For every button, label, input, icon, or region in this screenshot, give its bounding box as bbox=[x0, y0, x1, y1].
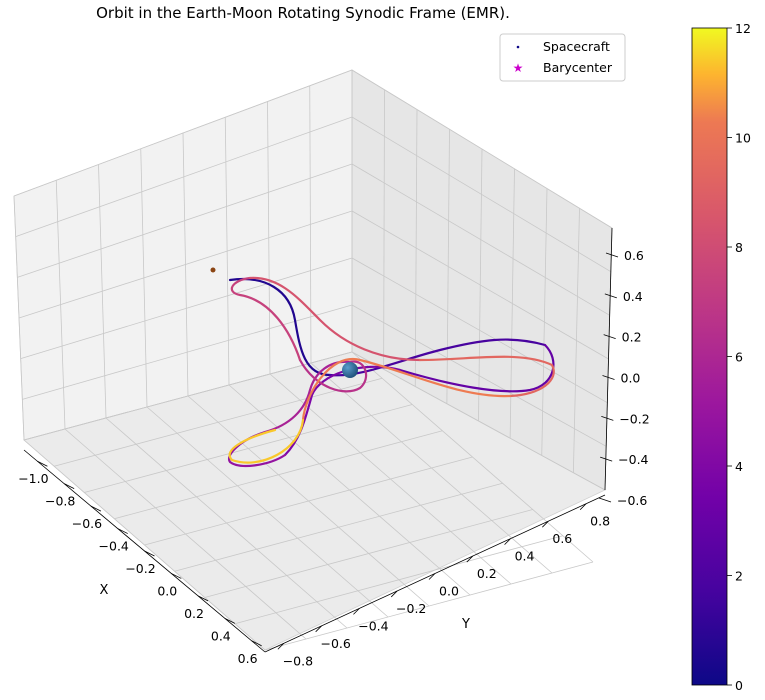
x-tick-label: 0.2 bbox=[184, 606, 204, 621]
colorbar-tick-label: 8 bbox=[735, 240, 743, 255]
x-tick-label: −0.4 bbox=[99, 539, 129, 554]
legend-spacecraft-marker bbox=[516, 45, 520, 49]
y-tick-label: 0.0 bbox=[439, 584, 459, 599]
y-tick-label: 0.4 bbox=[515, 549, 535, 564]
z-tick-label: −0.6 bbox=[617, 493, 647, 508]
colorbar-tick-label: 6 bbox=[735, 350, 743, 365]
moon-body bbox=[210, 267, 216, 273]
z-axis-ticks: −0.6 −0.4 −0.2 0.0 0.2 0.4 0.6 bbox=[598, 248, 650, 508]
orbit-segment bbox=[263, 360, 352, 434]
legend: Spacecraft ★ Barycenter bbox=[499, 33, 626, 82]
colorbar-tick-label: 0 bbox=[735, 678, 743, 693]
colorbar-ticks: 0 2 4 6 8 10 12 bbox=[727, 21, 751, 693]
grid-lines bbox=[13, 69, 613, 651]
chart-title: Orbit in the Earth-Moon Rotating Synodic… bbox=[96, 4, 510, 22]
orbit-segment bbox=[301, 357, 512, 422]
x-tick-label: 0.0 bbox=[157, 583, 177, 598]
orbit-segment bbox=[228, 277, 332, 377]
y-tick-label: 0.6 bbox=[552, 531, 572, 546]
orbit-segment bbox=[230, 276, 302, 362]
orbit-segment bbox=[398, 343, 555, 393]
z-tick-label: −0.2 bbox=[619, 411, 649, 426]
x-tick-label: −0.2 bbox=[125, 561, 155, 576]
orbit-segment bbox=[298, 358, 368, 393]
y-tick-label: −0.4 bbox=[358, 618, 388, 633]
z-tick-label: 0.2 bbox=[622, 330, 642, 345]
colorbar: 0 2 4 6 8 10 12 bbox=[691, 21, 751, 693]
x-axis-label: X bbox=[100, 583, 109, 598]
colorbar-tick-label: 2 bbox=[735, 569, 743, 584]
x-tick-label: 0.6 bbox=[238, 651, 258, 666]
y-tick-label: 0.8 bbox=[590, 514, 610, 529]
z-tick-label: 0.0 bbox=[621, 371, 641, 386]
orbit-segment bbox=[328, 338, 547, 377]
orbit-trajectory bbox=[227, 276, 555, 468]
orbit-segment bbox=[418, 355, 555, 398]
colorbar-tick-label: 4 bbox=[735, 459, 743, 474]
y-tick-label: −0.8 bbox=[283, 653, 313, 668]
x-tick-label: 0.4 bbox=[211, 628, 231, 643]
earth-body bbox=[342, 362, 358, 378]
colorbar-tick-label: 10 bbox=[735, 131, 751, 146]
legend-barycenter-marker: ★ bbox=[513, 61, 524, 75]
y-axis-ticks: −0.8 −0.6 −0.4 −0.2 0.0 0.2 0.4 0.6 0.8 bbox=[277, 503, 610, 668]
x-axis-ticks: −1.0 −0.8 −0.6 −0.4 −0.20.0 0.2 0.4 0.6 bbox=[18, 460, 262, 666]
y-tick-label: 0.2 bbox=[477, 566, 497, 581]
y-tick-label: −0.6 bbox=[320, 636, 350, 651]
x-tick-label: −0.8 bbox=[45, 494, 75, 509]
y-tick-label: −0.2 bbox=[396, 601, 426, 616]
legend-spacecraft-label: Spacecraft bbox=[543, 39, 610, 54]
x-tick-label: −1.0 bbox=[18, 471, 48, 486]
z-tick-label: −0.4 bbox=[618, 452, 648, 467]
colorbar-gradient bbox=[691, 27, 728, 686]
y-axis-label: Y bbox=[461, 617, 470, 632]
colorbar-tick-label: 12 bbox=[735, 21, 751, 36]
legend-barycenter-label: Barycenter bbox=[543, 60, 613, 75]
z-tick-label: 0.4 bbox=[623, 289, 643, 304]
orbit-segment bbox=[228, 418, 305, 464]
z-tick-label: 0.6 bbox=[624, 248, 644, 263]
x-tick-label: −0.6 bbox=[72, 516, 102, 531]
orbit-segment bbox=[248, 276, 422, 362]
